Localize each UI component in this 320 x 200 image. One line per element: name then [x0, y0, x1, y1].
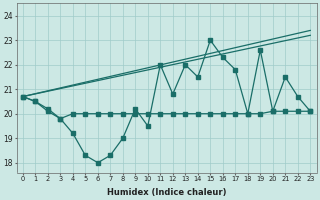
- X-axis label: Humidex (Indice chaleur): Humidex (Indice chaleur): [107, 188, 226, 197]
